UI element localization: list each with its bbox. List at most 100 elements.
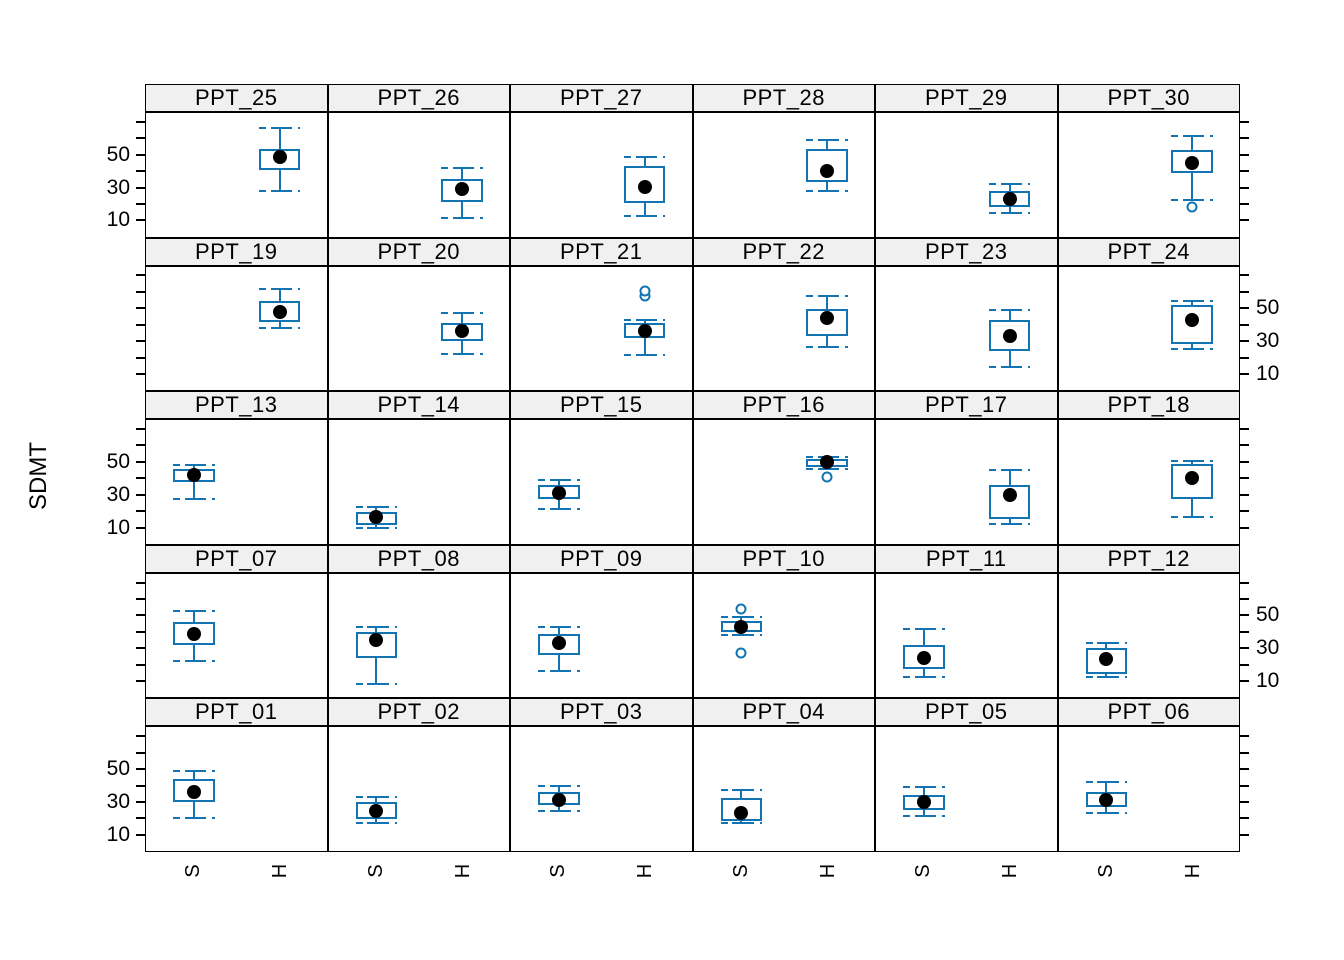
whisker-upper-line	[1191, 460, 1194, 464]
y-tick-left	[136, 614, 145, 617]
whisker-end-high-cap	[914, 786, 933, 789]
whisker-upper-line	[643, 319, 646, 324]
y-tick-left	[136, 307, 145, 310]
panel-strip-label: PPT_16	[742, 392, 825, 418]
iqr-box	[1171, 150, 1213, 173]
iqr-box	[173, 622, 215, 645]
whisker-end-low-cap	[270, 326, 289, 329]
y-tick-right	[1240, 735, 1249, 738]
panel	[1057, 265, 1240, 392]
median-dot	[186, 626, 201, 641]
panel	[145, 419, 328, 545]
y-tick-label: 50	[106, 757, 130, 781]
whisker-end-low-cap	[367, 821, 386, 824]
whisker-lower-line	[1191, 499, 1194, 518]
panel	[510, 265, 693, 392]
whisker-lower-line	[1008, 206, 1011, 214]
panel-strip: PPT_08	[327, 544, 510, 573]
panel-strip: PPT_07	[145, 544, 328, 573]
median-dot	[1185, 471, 1200, 486]
whisker-end-low-cap	[453, 352, 472, 355]
whisker-upper-line	[557, 627, 560, 634]
y-tick-right	[1240, 186, 1249, 189]
panel	[510, 726, 693, 852]
whisker-lower-line	[192, 644, 195, 662]
y-tick-left	[136, 751, 145, 754]
median-dot	[1185, 156, 1200, 171]
whisker-end-high-cap	[1097, 642, 1116, 645]
median-dot	[1002, 191, 1017, 206]
y-tick-right	[1240, 290, 1249, 293]
y-tick-left	[136, 356, 145, 359]
x-category-label: S	[729, 864, 752, 878]
panel-strip-label: PPT_01	[195, 699, 278, 725]
y-tick-right	[1240, 307, 1249, 310]
whisker-end-low-cap	[1183, 199, 1202, 202]
panel	[875, 265, 1058, 392]
panel-strip: PPT_12	[1057, 544, 1240, 573]
panel	[692, 419, 875, 545]
whisker-lower-line	[461, 201, 464, 218]
panel-strip-label: PPT_20	[377, 238, 460, 264]
panel	[875, 112, 1058, 238]
outlier-point	[735, 647, 747, 659]
whisker-end-high-cap	[549, 478, 568, 481]
y-tick-right	[1240, 356, 1249, 359]
y-tick-label: 10	[106, 822, 130, 846]
y-tick-left	[136, 833, 145, 836]
whisker-lower-line	[1191, 344, 1194, 349]
y-tick-right	[1240, 817, 1249, 820]
whisker-end-high-cap	[270, 288, 289, 291]
median-dot	[734, 806, 749, 821]
whisker-upper-line	[375, 627, 378, 632]
whisker-end-high-cap	[453, 312, 472, 315]
median-dot	[1185, 312, 1200, 327]
y-tick-left	[136, 323, 145, 326]
y-tick-left	[136, 477, 145, 480]
panel-strip-label: PPT_12	[1107, 545, 1190, 571]
whisker-end-high-cap	[818, 294, 837, 297]
whisker-end-high-cap	[270, 126, 289, 129]
y-tick-label: 30	[1256, 329, 1280, 353]
y-tick-right	[1240, 598, 1249, 601]
panel	[1057, 112, 1240, 238]
whisker-upper-line	[557, 785, 560, 792]
iqr-box	[988, 319, 1031, 351]
whisker-lower-line	[826, 182, 829, 191]
whisker-end-high-cap	[184, 770, 203, 772]
whisker-end-high-cap	[1000, 183, 1019, 186]
whisker-upper-line	[192, 771, 195, 780]
median-dot	[637, 180, 652, 195]
whisker-end-low-cap	[914, 815, 933, 818]
iqr-box	[173, 779, 215, 802]
whisker-lower-line	[826, 336, 829, 348]
y-tick-left	[136, 340, 145, 343]
panel	[510, 112, 693, 238]
y-tick-right	[1240, 751, 1249, 754]
panel-strip: PPT_23	[875, 237, 1058, 266]
whisker-end-low-cap	[1097, 812, 1116, 815]
whisker-end-low-cap	[635, 215, 654, 218]
panel-strip: PPT_27	[510, 84, 693, 112]
whisker-lower-line	[557, 804, 560, 812]
y-tick-left	[136, 153, 145, 156]
whisker-upper-line	[192, 610, 195, 623]
y-tick-label: 30	[106, 789, 130, 813]
panel-strip-label: PPT_15	[560, 392, 643, 418]
y-tick-label: 10	[1256, 361, 1280, 385]
whisker-upper-line	[278, 289, 281, 301]
panel	[1057, 419, 1240, 545]
whisker-upper-line	[922, 628, 925, 645]
y-tick-right	[1240, 800, 1249, 803]
y-tick-left	[136, 817, 145, 820]
y-tick-left	[136, 202, 145, 205]
whisker-upper-line	[278, 127, 281, 149]
panel	[145, 572, 328, 699]
iqr-box	[258, 300, 301, 322]
median-dot	[820, 164, 835, 179]
whisker-end-high-cap	[1183, 299, 1202, 302]
y-tick-label: 30	[1256, 636, 1280, 660]
y-tick-right	[1240, 340, 1249, 343]
whisker-upper-line	[557, 479, 560, 485]
whisker-upper-line	[375, 507, 378, 513]
